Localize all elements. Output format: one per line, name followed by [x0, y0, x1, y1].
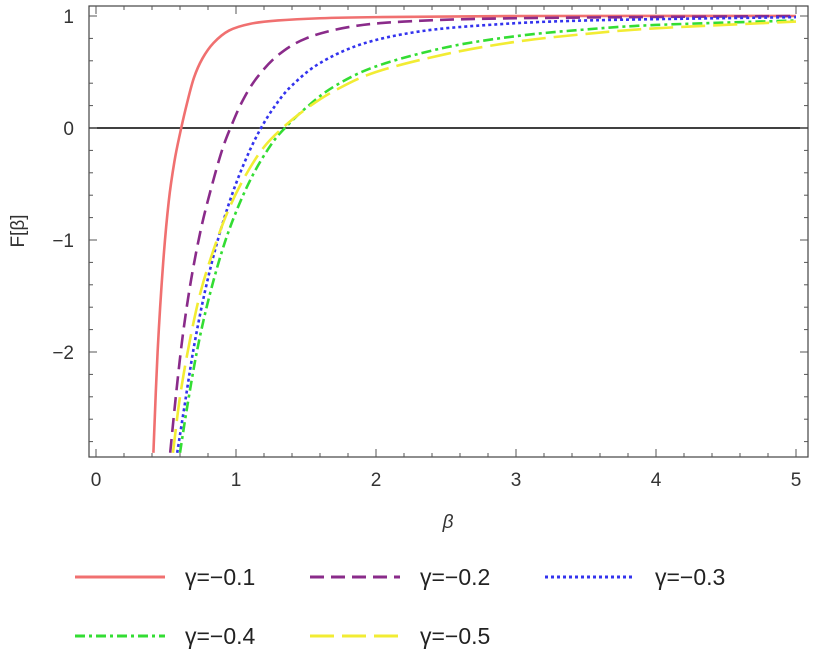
x-tick-label: 4 — [651, 470, 662, 491]
plot-frame — [88, 5, 809, 458]
series-line-4 — [178, 19, 797, 454]
series-line-5 — [171, 20, 797, 453]
y-tick-label: −2 — [52, 343, 74, 364]
series-line-1 — [152, 14, 797, 453]
x-tick-label: 1 — [231, 470, 242, 491]
y-tick-label: 0 — [63, 119, 74, 140]
legend-label-5: γ=−0.5 — [420, 623, 490, 649]
legend-label-4: γ=−0.4 — [185, 623, 256, 649]
legend-label-2: γ=−0.2 — [420, 564, 490, 590]
y-axis-label: F[β] — [8, 214, 29, 247]
series-line-2 — [168, 14, 797, 453]
legend-label-3: γ=−0.3 — [655, 564, 725, 590]
series-line-3 — [175, 15, 797, 454]
legend: γ=−0.1 γ=−0.2 γ=−0.3 γ=−0.4 γ=−0.5 — [75, 564, 725, 649]
x-tick-label: 5 — [791, 470, 802, 491]
y-tick-label: −1 — [52, 231, 74, 252]
x-axis-label: β — [442, 512, 454, 533]
legend-label-1: γ=−0.1 — [185, 564, 255, 590]
x-tick-label: 0 — [91, 470, 102, 491]
x-tick-label: 2 — [371, 470, 382, 491]
y-tick-label: 1 — [63, 7, 74, 28]
x-tick-label: 3 — [511, 470, 522, 491]
